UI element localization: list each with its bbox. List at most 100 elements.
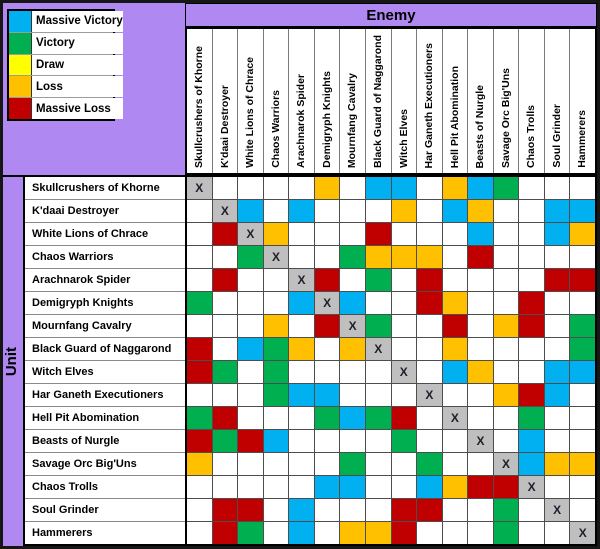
matchup-cell [468, 384, 493, 406]
matchup-cell [365, 499, 391, 521]
matchup-cell [493, 522, 519, 544]
matchup-cell [519, 200, 544, 222]
matchup-cell [442, 384, 468, 406]
enemy-axis-label: Enemy [366, 6, 416, 24]
matchup-cell [570, 338, 595, 360]
column-header-cell: Mournfang Cavalry [340, 29, 365, 173]
matchup-cell [365, 361, 391, 383]
column-header-label: Chaos Trolls [525, 104, 538, 168]
matchup-cell [391, 223, 417, 245]
matchup-cell [391, 407, 417, 429]
matchup-cell [468, 499, 493, 521]
matchup-cell [570, 292, 595, 314]
matchup-cell [493, 223, 519, 245]
matchup-cell [314, 384, 340, 406]
self-matchup-cell: X [365, 338, 391, 360]
matchup-cell [212, 499, 238, 521]
matchup-cell [442, 177, 468, 199]
matchup-cell [263, 338, 289, 360]
matchup-cell [263, 177, 289, 199]
row-label-cell: Arachnarok Spider [25, 269, 185, 291]
matchup-cell [340, 430, 365, 452]
column-header-cell: Arachnarok Spider [289, 29, 314, 173]
matchup-cell [442, 200, 468, 222]
matchup-cell [289, 338, 314, 360]
matchup-cell [289, 177, 314, 199]
row-label-cell: Witch Elves [25, 361, 185, 383]
matchup-cell [238, 499, 263, 521]
column-headers: Skullcrushers of Khorne K'daai Destroyer W… [185, 27, 597, 175]
matchup-cell [493, 476, 519, 498]
matchup-cell [519, 430, 544, 452]
matchup-cell [442, 453, 468, 475]
matchup-cell [519, 522, 544, 544]
column-header-cell: Hammerers [570, 29, 595, 173]
matchup-cell [417, 407, 442, 429]
legend-item-label: Loss [36, 80, 63, 93]
matchup-cell [212, 223, 238, 245]
matchup-cell [442, 499, 468, 521]
column-header-label: Witch Elves [397, 109, 410, 168]
matchup-cell [289, 246, 314, 268]
matchup-cell [187, 407, 212, 429]
legend-color-swatch [9, 32, 32, 54]
matchup-cell [442, 338, 468, 360]
column-header-label: Savage Orc Big'Uns [499, 68, 512, 168]
matchup-cell [519, 453, 544, 475]
matchup-cell [314, 476, 340, 498]
matchup-cell [187, 223, 212, 245]
self-matchup-cell: X [238, 223, 263, 245]
self-matchup-cell: X [314, 292, 340, 314]
matchup-cell [493, 407, 519, 429]
matchup-cell [314, 430, 340, 452]
matchup-cell [570, 430, 595, 452]
matchup-cell [212, 361, 238, 383]
matchup-cell [442, 292, 468, 314]
matchup-cell [519, 384, 544, 406]
matchup-cell [365, 453, 391, 475]
matchup-cell [570, 384, 595, 406]
matchup-cell [468, 338, 493, 360]
matchup-cell [417, 338, 442, 360]
matchup-cell [365, 384, 391, 406]
matchup-cell [187, 453, 212, 475]
column-header-label: Demigryph Knights [320, 71, 333, 168]
matchup-cell [263, 384, 289, 406]
matchup-cell [519, 292, 544, 314]
matchup-cell [570, 200, 595, 222]
matchup-cell [187, 315, 212, 337]
matchup-cell [212, 338, 238, 360]
matchup-cell [263, 223, 289, 245]
matchup-cell [314, 499, 340, 521]
matchup-cell [340, 453, 365, 475]
legend-item-label: Victory [36, 37, 75, 50]
row-label-cell: K'daai Destroyer [25, 200, 185, 222]
matchup-cell [314, 453, 340, 475]
self-matchup-cell: X [442, 407, 468, 429]
matchup-cell [340, 361, 365, 383]
matchup-cell [544, 246, 570, 268]
matchup-cell [544, 269, 570, 291]
matchup-cell [391, 315, 417, 337]
matchup-cell [289, 430, 314, 452]
column-header-cell: Soul Grinder [544, 29, 570, 173]
matchup-cell [519, 499, 544, 521]
matchup-cell [212, 522, 238, 544]
self-matchup-cell: X [340, 315, 365, 337]
matchup-cell [417, 177, 442, 199]
matchup-cell [519, 246, 544, 268]
matchup-cell [365, 177, 391, 199]
matchup-cell [212, 315, 238, 337]
legend-item-label: Massive Loss [36, 102, 111, 115]
matchup-cell [238, 522, 263, 544]
matchup-cell [493, 384, 519, 406]
matchup-cell [493, 269, 519, 291]
matchup-cell [238, 361, 263, 383]
matchup-cell [238, 407, 263, 429]
matchup-cell [263, 476, 289, 498]
matchup-cell [187, 384, 212, 406]
matchup-cell [391, 292, 417, 314]
matchup-cell [391, 453, 417, 475]
legend-item-label: Draw [36, 58, 65, 71]
matchup-cell [365, 522, 391, 544]
